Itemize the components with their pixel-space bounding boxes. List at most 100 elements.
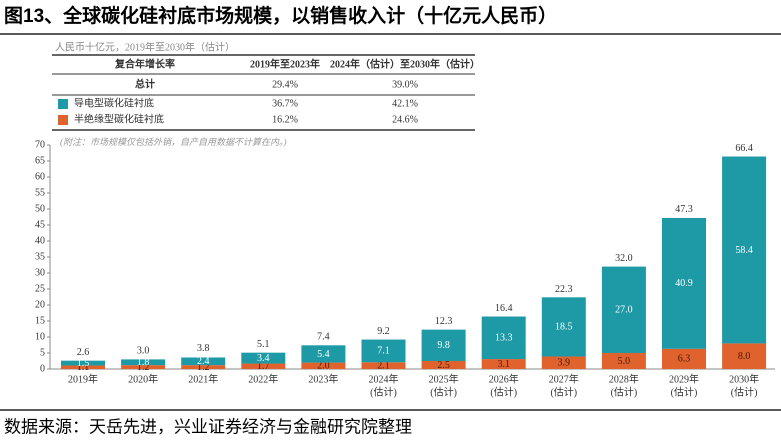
x-tick-label: (估计) [370,385,397,398]
total-label: 66.4 [735,143,753,154]
legend-label: 半绝缘型碳化硅衬底 [74,112,164,125]
bar-segment [541,356,586,369]
table-cell: 24.6% [392,114,418,125]
x-tick-label: 2027年 [549,372,579,385]
data-label: 27.0 [615,305,633,316]
x-tick-label: 2024年 [369,372,399,385]
bar-segment [361,339,406,363]
y-tick-label: 20 [35,299,45,310]
data-label: 18.5 [555,322,573,333]
legend-swatch [58,115,68,125]
bar-segment [662,217,706,349]
x-tick-label: (估计) [611,385,638,398]
y-tick-label: 65 [35,155,45,166]
bar-segment [662,348,706,369]
data-label: 8.0 [738,351,751,362]
bar-segment [361,362,406,369]
bar-segment [61,365,105,369]
total-label: 47.3 [675,204,693,215]
x-tick-label: 2025年 [429,372,459,385]
table-header: 2024年（估计）至2030年（估计） [330,57,480,70]
x-tick-label: 2023年 [308,372,338,385]
bar-segment [181,365,226,369]
table-cell: 36.7% [272,98,298,109]
data-label: 5.0 [618,356,631,367]
bar-segment [421,361,466,369]
x-tick-label: (估计) [430,385,457,398]
bar-segment [301,345,346,363]
x-tick-label: 2029年 [669,372,699,385]
data-label: 2.0 [317,361,330,372]
data-label: 1.1 [77,362,90,373]
y-tick-label: 10 [35,331,45,342]
bar-segment [481,316,526,360]
table-header: 复合年增长率 [114,57,175,70]
legend-label: 导电型碳化硅衬底 [74,96,154,109]
total-label: 3.0 [137,346,150,357]
data-label: 2.5 [437,360,450,371]
y-tick-label: 25 [35,283,45,294]
chart-title: 图13、全球碳化硅衬底市场规模，以销售收入计（十亿元人民币） [4,4,557,27]
note: (附注：市场规模仅包括外销，自产自用数据不计算在内。) [60,137,287,147]
data-label: 7.1 [377,346,390,357]
data-label: 58.4 [735,245,753,256]
y-tick-label: 40 [35,235,45,246]
x-tick-label: 2030年 [729,372,759,385]
total-label: 3.8 [197,343,210,354]
y-tick-label: 15 [35,315,45,326]
total-label: 5.1 [257,339,270,350]
data-label: 1.8 [137,357,150,368]
x-tick-label: 2028年 [609,372,639,385]
x-tick-label: (估计) [671,385,698,398]
y-tick-label: 30 [35,267,45,278]
x-tick-label: 2019年 [68,372,98,385]
table-cell: 39.0% [392,79,418,90]
bar-segment [722,156,767,344]
bar-segment [481,359,526,369]
x-tick-label: (估计) [550,385,577,398]
table-cell: 42.1% [392,98,418,109]
bar-segment [541,297,586,357]
total-label: 7.4 [317,332,330,343]
x-tick-label: 2022年 [248,372,278,385]
bar-segment [601,266,646,353]
bar-segment [181,357,226,366]
bar-segment [301,362,346,369]
table-cell: 29.4% [272,79,298,90]
data-label: 9.8 [437,340,450,351]
total-label: 2.6 [77,347,90,358]
x-tick-label: 2021年 [188,372,218,385]
y-tick-label: 5 [40,347,45,358]
data-label: 13.3 [495,333,513,344]
total-label: 9.2 [377,326,390,337]
data-label: 1.2 [137,362,150,373]
total-label: 16.4 [495,303,513,314]
y-tick-label: 55 [35,187,45,198]
x-tick-label: 2026年 [489,372,519,385]
bar-segment [241,363,286,369]
data-label: 6.3 [678,354,691,365]
bar-segment [121,359,166,366]
bar-segment [61,360,105,366]
data-label: 40.9 [675,278,693,289]
data-label: 1.5 [77,358,90,369]
bar-segment [121,365,166,369]
data-label: 2.4 [197,356,210,367]
subtitle: 人民币十亿元，2019年至2030年（估计） [55,40,235,53]
data-label: 1.7 [257,361,270,372]
bar-segment [601,353,646,369]
y-tick-label: 0 [40,363,45,374]
y-tick-label: 45 [35,219,45,230]
data-label: 3.9 [558,358,571,369]
total-label: 32.0 [615,253,633,264]
data-label: 5.4 [317,349,330,360]
table-cell: 总计 [135,77,155,90]
y-tick-label: 35 [35,251,45,262]
data-label: 3.4 [257,353,270,364]
y-tick-label: 50 [35,203,45,214]
data-label: 2.1 [377,360,390,371]
legend-swatch [58,99,68,109]
x-tick-label: (估计) [490,385,517,398]
bar-segment [421,329,466,361]
